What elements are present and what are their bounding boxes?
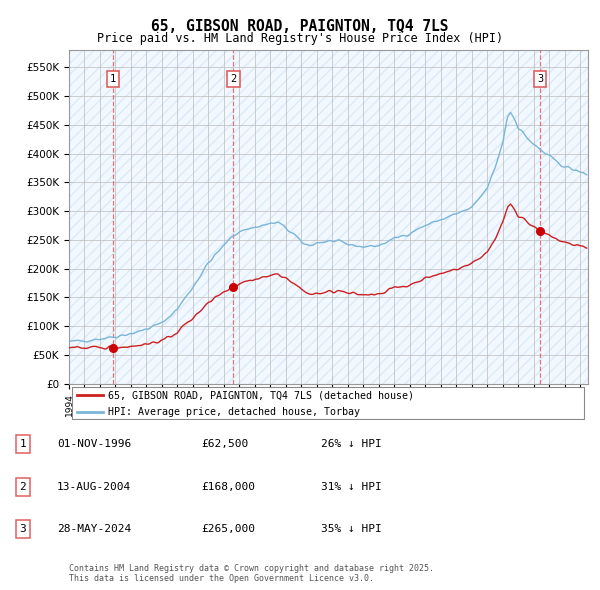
FancyBboxPatch shape [71,387,584,419]
Text: 2: 2 [19,482,26,491]
Text: 2: 2 [230,74,236,84]
Text: £265,000: £265,000 [201,525,255,534]
Text: £62,500: £62,500 [201,440,248,449]
Text: 1: 1 [110,74,116,84]
Text: Contains HM Land Registry data © Crown copyright and database right 2025.
This d: Contains HM Land Registry data © Crown c… [69,563,434,583]
Text: 3: 3 [19,525,26,534]
Text: 26% ↓ HPI: 26% ↓ HPI [321,440,382,449]
Text: 65, GIBSON ROAD, PAIGNTON, TQ4 7LS: 65, GIBSON ROAD, PAIGNTON, TQ4 7LS [151,19,449,34]
Text: 13-AUG-2004: 13-AUG-2004 [57,482,131,491]
Text: 1: 1 [19,440,26,449]
Text: £168,000: £168,000 [201,482,255,491]
Text: 35% ↓ HPI: 35% ↓ HPI [321,525,382,534]
Text: 3: 3 [537,74,543,84]
Text: 28-MAY-2024: 28-MAY-2024 [57,525,131,534]
Text: Price paid vs. HM Land Registry's House Price Index (HPI): Price paid vs. HM Land Registry's House … [97,32,503,45]
Text: 31% ↓ HPI: 31% ↓ HPI [321,482,382,491]
Text: 65, GIBSON ROAD, PAIGNTON, TQ4 7LS (detached house): 65, GIBSON ROAD, PAIGNTON, TQ4 7LS (deta… [108,390,414,400]
Text: HPI: Average price, detached house, Torbay: HPI: Average price, detached house, Torb… [108,407,360,417]
Text: 01-NOV-1996: 01-NOV-1996 [57,440,131,449]
